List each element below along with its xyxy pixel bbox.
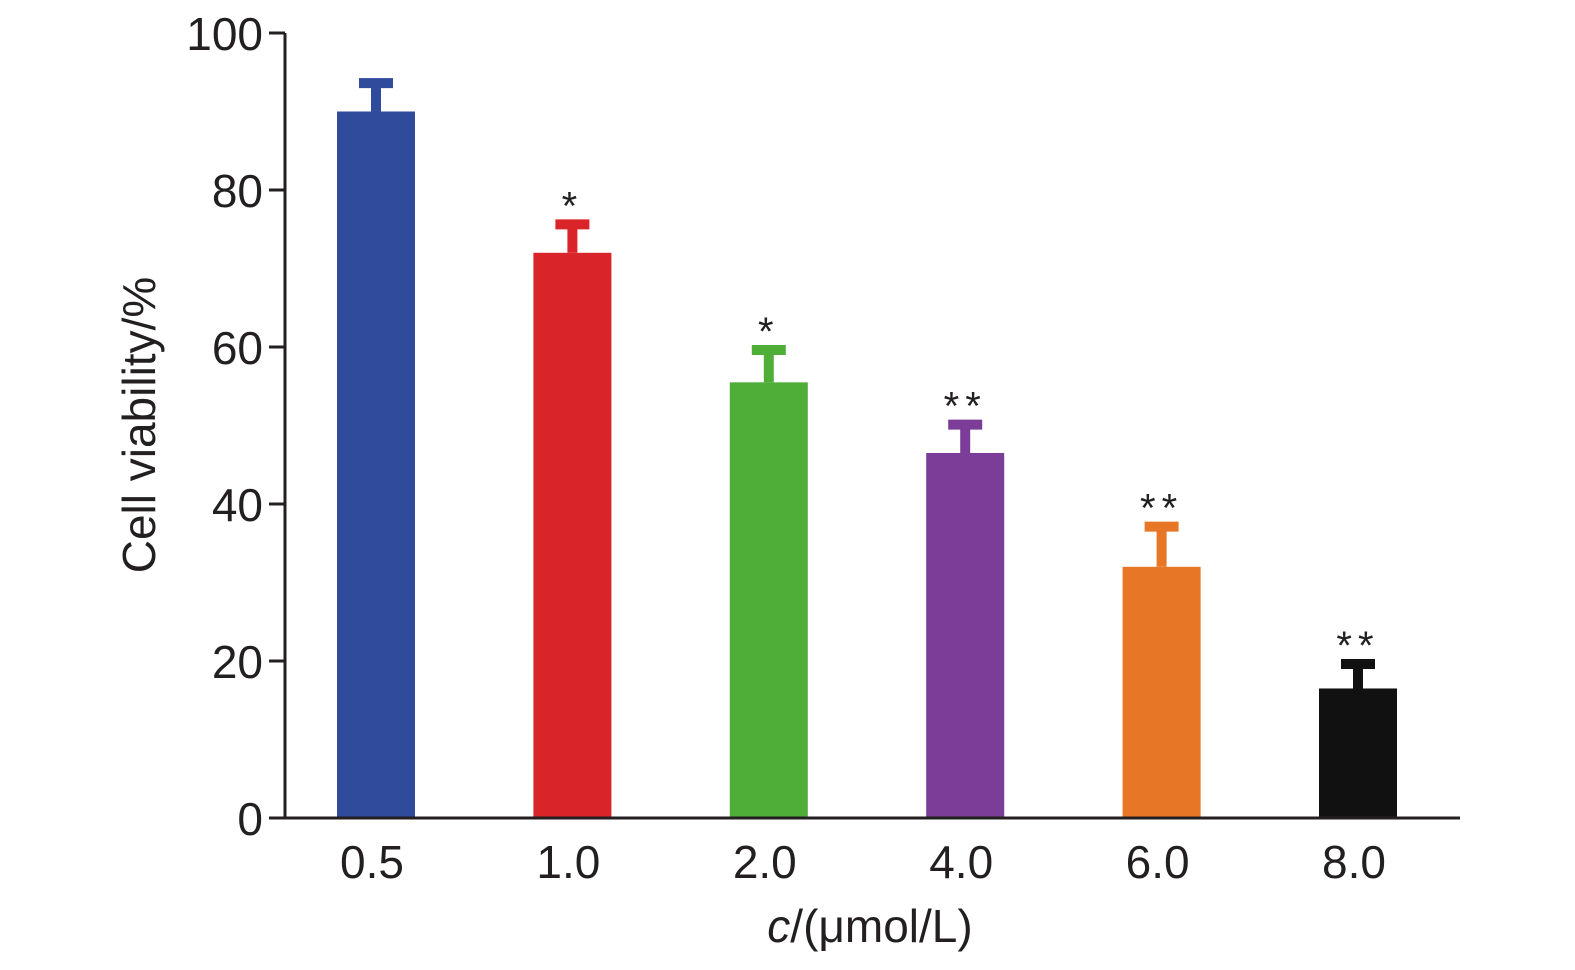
y-tick-label: 80 xyxy=(212,165,263,217)
axes-layer xyxy=(283,33,1460,820)
x-ticks: 0.5 1.0 2.0 4.0 6.0 8.0 xyxy=(340,836,1386,888)
significance-marker-4.0: ** xyxy=(944,385,987,429)
bars-layer: ******** xyxy=(337,78,1397,819)
y-tick-label: 0 xyxy=(237,793,263,845)
bar-0.5 xyxy=(337,111,415,818)
y-tick-label: 40 xyxy=(212,479,263,531)
y-ticks: 0 20 40 60 80 100 xyxy=(186,8,285,845)
bar-8.0 xyxy=(1319,688,1397,818)
significance-marker-8.0: ** xyxy=(1336,624,1379,668)
x-axis-label-unit: /(μmol/L) xyxy=(790,900,972,952)
x-axis-label: c/(μmol/L) xyxy=(767,900,972,952)
x-axis-label-variable: c xyxy=(767,900,790,952)
significance-marker-2.0: * xyxy=(758,310,780,354)
x-tick-label: 0.5 xyxy=(340,836,404,888)
y-tick-label: 60 xyxy=(212,322,263,374)
bar-2.0 xyxy=(729,382,808,818)
x-tick-label: 1.0 xyxy=(536,836,600,888)
significance-marker-6.0: ** xyxy=(1140,487,1183,531)
x-tick-label: 4.0 xyxy=(929,836,993,888)
x-tick-label: 8.0 xyxy=(1322,836,1386,888)
significance-marker-1.0: * xyxy=(562,184,584,228)
y-tick-label: 20 xyxy=(212,636,263,688)
y-tick-label: 100 xyxy=(186,8,263,60)
x-tick-label: 2.0 xyxy=(733,836,797,888)
bar-6.0 xyxy=(1122,566,1201,818)
y-axis-label: Cell viability/% xyxy=(113,277,165,574)
bar-1.0 xyxy=(533,252,612,819)
x-tick-label: 6.0 xyxy=(1126,836,1190,888)
bar-4.0 xyxy=(926,452,1005,818)
